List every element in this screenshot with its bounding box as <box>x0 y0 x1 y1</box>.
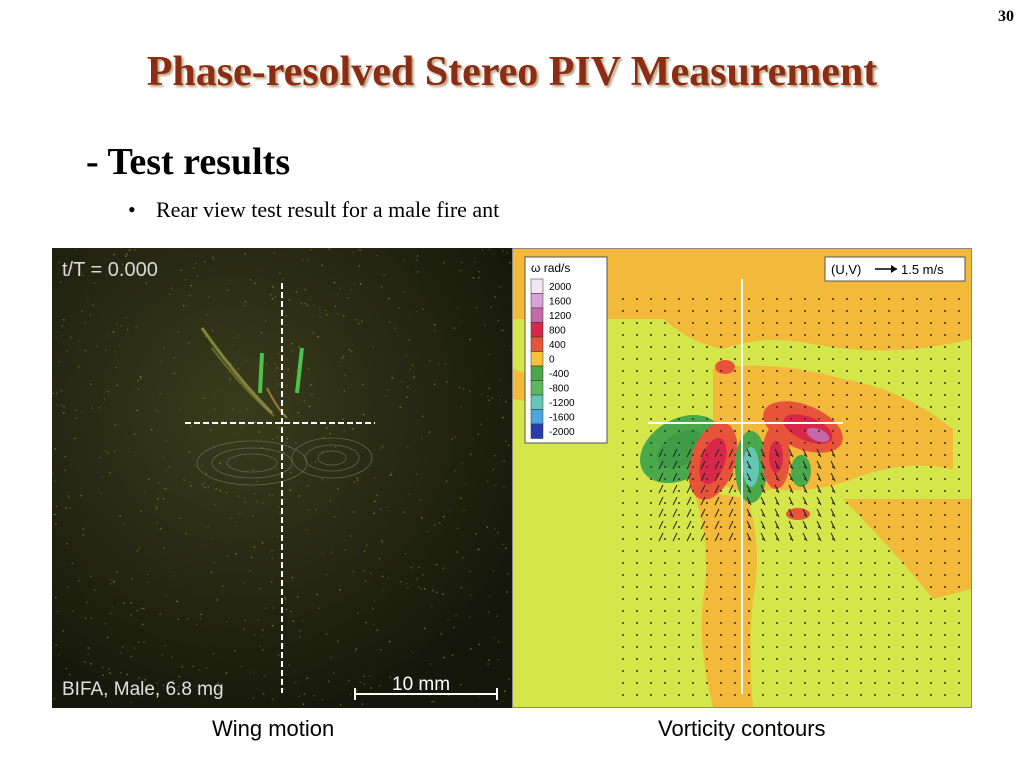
slide-number: 30 <box>998 8 1014 25</box>
legend-swatch <box>530 409 544 425</box>
scale-label: 10 mm <box>392 674 450 695</box>
legend-level-label: 800 <box>549 326 566 337</box>
particle-speckles <box>52 248 513 710</box>
vorticity-svg: ω rad/s 2000 1600 1200 800 400 0 -400 -800 -1200… <box>513 249 971 707</box>
legend-level-label: -800 <box>549 384 569 395</box>
legend-level-label: -1600 <box>549 413 575 424</box>
legend-level-label: 400 <box>549 340 566 351</box>
legend-level-label: 1200 <box>549 311 572 322</box>
crosshair-overlay <box>648 279 843 694</box>
reference-vector-value: 1.5 m/s <box>901 262 944 277</box>
reference-vector-label: (U,V) <box>831 262 861 277</box>
legend-swatch <box>530 394 544 410</box>
contour-traces <box>196 437 373 486</box>
caption-vorticity: Vorticity contours <box>658 716 826 741</box>
wing-motion-svg: t/T = 0.000 BIFA, Male, 6.8 mg 10 mm <box>52 248 513 710</box>
legend-title: ω rad/s <box>531 261 570 275</box>
caption-wing-motion: Wing motion <box>212 716 335 741</box>
legend-swatch <box>530 365 544 381</box>
legend-swatch <box>530 380 544 396</box>
legend-swatch <box>530 351 544 367</box>
vorticity-contour-image: ω rad/s 2000 1600 1200 800 400 0 -400 -800 -1200… <box>512 248 972 708</box>
legend-level-label: -2000 <box>549 427 575 438</box>
vorticity-legend: ω rad/s 2000 1600 1200 800 400 0 -400 -800 -1200… <box>524 256 608 444</box>
legend-swatch <box>530 278 544 294</box>
bullet-item: • Rear view test result for a male fire a… <box>128 197 499 223</box>
legend-swatch <box>530 423 544 439</box>
reference-vector-box: (U,V) 1.5 m/s <box>824 256 966 282</box>
reference-arrow-head <box>891 265 897 273</box>
specimen-label: BIFA, Male, 6.8 mg <box>62 679 224 700</box>
wing-streaks <box>200 327 304 419</box>
legend-swatches: 2000 1600 1200 800 400 0 -400 -800 -1200 -1600 -20… <box>530 278 575 439</box>
phase-label: t/T = 0.000 <box>62 259 158 281</box>
legend-swatch <box>530 293 544 309</box>
scale-bar <box>354 688 498 700</box>
bullet-dot: • <box>128 197 136 222</box>
legend-level-label: 1600 <box>549 297 572 308</box>
legend-level-label: -400 <box>549 369 569 380</box>
legend-level-label: -1200 <box>549 398 575 409</box>
velocity-vector-field <box>622 298 960 696</box>
bullet-text: Rear view test result for a male fire an… <box>156 197 500 222</box>
slide-title: Phase-resolved Stereo PIV Measurement <box>146 49 878 95</box>
legend-swatch <box>530 336 544 352</box>
legend-level-label: 0 <box>549 355 555 366</box>
legend-swatch <box>530 322 544 338</box>
legend-level-label: 2000 <box>549 282 572 293</box>
legend-swatch <box>530 307 544 323</box>
section-subtitle: - Test results <box>86 141 291 183</box>
crosshair <box>185 283 375 693</box>
wing-motion-image: t/T = 0.000 BIFA, Male, 6.8 mg 10 mm <box>52 248 513 710</box>
